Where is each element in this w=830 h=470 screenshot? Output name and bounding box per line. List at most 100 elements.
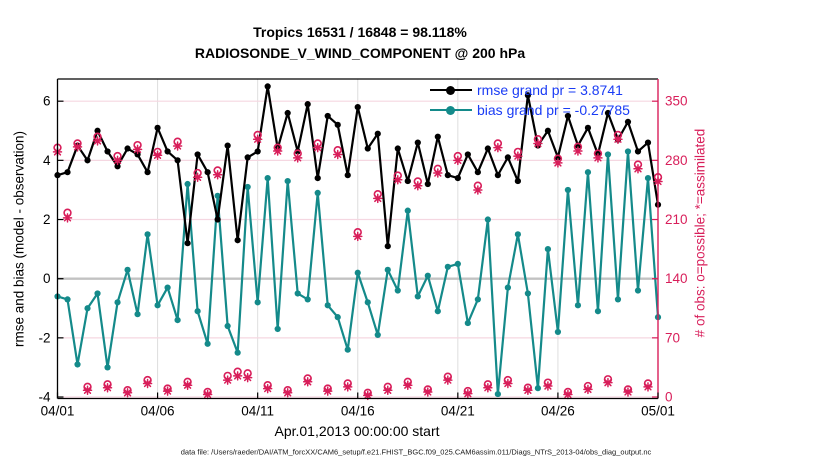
rmse-point bbox=[324, 112, 331, 120]
assimilated-obs-marker bbox=[603, 377, 613, 388]
assimilated-obs-marker bbox=[72, 142, 83, 152]
bias-point bbox=[224, 322, 231, 330]
assimilated-obs-marker bbox=[573, 146, 583, 156]
legend-label-rmse: rmse grand pr = 3.8741 bbox=[477, 82, 623, 98]
left-tick-label: 2 bbox=[43, 212, 51, 227]
assimilated-obs-marker bbox=[192, 172, 203, 183]
bias-point bbox=[524, 290, 531, 297]
left-tick-label: -4 bbox=[38, 390, 50, 405]
bias-point bbox=[344, 346, 351, 353]
assimilated-obs-marker bbox=[262, 383, 273, 394]
rmse-line-swatch bbox=[430, 85, 472, 95]
rmse-point bbox=[374, 130, 381, 137]
rmse-point bbox=[454, 175, 461, 182]
assimilated-obs-marker bbox=[152, 150, 163, 161]
rmse-point bbox=[224, 142, 231, 149]
bias-series bbox=[54, 148, 662, 398]
rmse-series bbox=[54, 83, 662, 250]
x-tick-label: 04/01 bbox=[41, 404, 75, 419]
bias-point bbox=[144, 231, 151, 238]
bias-point bbox=[464, 319, 471, 327]
bias-point bbox=[194, 308, 201, 315]
rmse-marker-icon bbox=[446, 85, 455, 95]
assimilated-obs-marker bbox=[342, 382, 353, 392]
bias-point bbox=[324, 302, 331, 309]
legend-label-bias: bias grand pr = -0.27785 bbox=[477, 102, 630, 118]
bias-point bbox=[504, 284, 511, 291]
assimilated-obs-marker bbox=[483, 382, 493, 393]
bias-point bbox=[154, 302, 161, 309]
assimilated-obs-marker bbox=[132, 144, 143, 155]
rmse-point bbox=[264, 83, 271, 90]
assimilated-obs-marker bbox=[102, 382, 113, 393]
rmse-point bbox=[514, 177, 521, 185]
assimilated-obs-marker bbox=[212, 169, 223, 180]
legend: rmse grand pr = 3.8741 bias grand pr = -… bbox=[430, 80, 630, 120]
assimilated-obs-marker bbox=[393, 175, 403, 185]
rmse-point bbox=[64, 169, 71, 176]
bias-point bbox=[454, 260, 461, 267]
assimilated-obs-marker bbox=[312, 142, 323, 153]
bias-point bbox=[444, 263, 451, 270]
bias-point bbox=[374, 331, 381, 338]
bias-point bbox=[84, 305, 91, 312]
rmse-point bbox=[244, 154, 251, 161]
rmse-point bbox=[214, 216, 221, 223]
right-tick-label: 0 bbox=[665, 390, 673, 405]
bias-point bbox=[94, 290, 101, 297]
bias-point bbox=[354, 269, 361, 276]
right-tick-label: 280 bbox=[665, 153, 688, 168]
x-tick-label: 04/26 bbox=[541, 404, 575, 419]
left-tick-label: 6 bbox=[43, 94, 51, 109]
assimilated-obs-marker bbox=[413, 180, 423, 191]
right-tick-label: 210 bbox=[665, 212, 688, 227]
bias-point bbox=[164, 284, 171, 291]
assimilated-obs-marker bbox=[282, 388, 293, 398]
rmse-point bbox=[164, 148, 171, 155]
rmse-point bbox=[124, 145, 131, 152]
bias-point bbox=[414, 293, 421, 300]
assimilated-obs-marker bbox=[252, 134, 263, 144]
bias-point bbox=[494, 390, 501, 398]
assimilated-obs-marker bbox=[433, 168, 443, 178]
rmse-point bbox=[414, 139, 421, 146]
bias-point bbox=[184, 180, 191, 188]
rmse-point bbox=[464, 151, 471, 158]
bias-point bbox=[204, 340, 211, 347]
bias-point bbox=[514, 231, 521, 238]
assimilated-obs-marker bbox=[583, 384, 593, 395]
bias-point bbox=[274, 325, 281, 333]
rmse-point bbox=[354, 104, 361, 111]
x-tick-label: 04/16 bbox=[341, 404, 375, 419]
rmse-point bbox=[174, 157, 181, 164]
bias-point bbox=[634, 287, 642, 294]
rmse-point bbox=[624, 118, 632, 125]
bias-point bbox=[244, 183, 251, 191]
assimilated-obs-marker bbox=[302, 377, 313, 387]
rmse-point bbox=[154, 124, 161, 131]
rmse-point bbox=[284, 109, 291, 117]
legend-item-rmse: rmse grand pr = 3.8741 bbox=[430, 80, 630, 100]
bias-point bbox=[254, 299, 261, 306]
rmse-point bbox=[304, 101, 311, 108]
bias-point bbox=[104, 364, 111, 371]
chart-title-line2: RADIOSONDE_V_WIND_COMPONENT @ 200 hPa bbox=[194, 45, 526, 61]
rmse-point bbox=[564, 112, 572, 120]
assimilated-obs-marker bbox=[182, 380, 193, 390]
rmse-point bbox=[504, 154, 511, 161]
assimilated-obs-marker bbox=[122, 388, 133, 398]
bias-point bbox=[624, 148, 632, 155]
assimilated-obs-marker bbox=[232, 371, 243, 381]
assimilated-obs-marker bbox=[553, 158, 563, 168]
assimilated-obs-marker bbox=[82, 385, 93, 396]
rmse-point bbox=[234, 237, 241, 244]
rmse-point bbox=[644, 139, 652, 146]
bias-point bbox=[474, 296, 481, 303]
assimilated-obs-marker bbox=[112, 155, 123, 166]
bias-point bbox=[124, 266, 131, 273]
assimilated-obs-marker bbox=[242, 372, 253, 383]
assimilated-obs-marker bbox=[643, 382, 653, 392]
rmse-point bbox=[134, 151, 141, 158]
assimilated-obs-marker bbox=[322, 386, 333, 396]
bias-point bbox=[294, 290, 301, 297]
